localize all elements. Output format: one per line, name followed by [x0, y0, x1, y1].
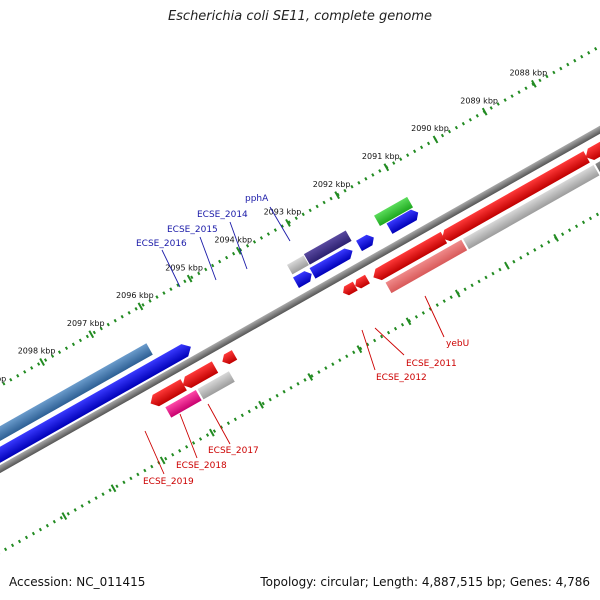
- major-tick: [553, 233, 559, 242]
- kbp-tick-label: 2088 kbp: [509, 68, 547, 77]
- kbp-tick-label: 2099 kbp: [0, 375, 6, 384]
- major-tick: [137, 302, 144, 311]
- label-ecse2019[interactable]: ECSE_2019: [143, 477, 194, 487]
- gene-purple-ecse2014[interactable]: [303, 230, 352, 265]
- gene-grey-ecse2018[interactable]: [197, 371, 235, 400]
- label-yebU[interactable]: yebU: [446, 339, 469, 349]
- gene-red-ecse2019[interactable]: [147, 379, 187, 409]
- inner-major-ticks: [61, 233, 559, 521]
- label-ecse2017[interactable]: ECSE_2017: [208, 446, 259, 456]
- major-tick: [432, 135, 439, 144]
- kbp-tick-label: 2096 kbp: [116, 291, 154, 300]
- major-tick: [481, 107, 488, 116]
- lower-leader-lines: [144, 295, 445, 475]
- upper-leader-lines: [161, 206, 291, 288]
- major-tick: [504, 261, 510, 270]
- gene-blue-pphA[interactable]: [386, 207, 422, 234]
- label-ecse2015[interactable]: ECSE_2015: [167, 225, 218, 235]
- kbp-tick-label: 2089 kbp: [460, 96, 498, 105]
- major-tick: [258, 400, 264, 409]
- label-pphA[interactable]: pphA: [245, 194, 269, 204]
- major-tick: [285, 218, 291, 227]
- major-tick: [531, 79, 537, 88]
- kbp-tick-label: 2094 kbp: [214, 235, 252, 244]
- gene-blue-long[interactable]: [0, 341, 194, 473]
- map-title: Escherichia coli SE11, complete genome: [167, 9, 433, 24]
- gene-red-ecse2018[interactable]: [180, 361, 219, 391]
- major-tick: [39, 358, 45, 367]
- gene-green-pphA[interactable]: [374, 196, 414, 227]
- gene-blue-small-2[interactable]: [356, 232, 377, 252]
- kbp-tick-label: 2097 kbp: [67, 319, 105, 328]
- gene-blue-ecse2015[interactable]: [309, 246, 356, 279]
- gene-steel-long[interactable]: [0, 343, 153, 456]
- gene-red-long[interactable]: [439, 151, 590, 244]
- label-ecse2014[interactable]: ECSE_2014: [197, 210, 248, 220]
- kbp-tick-label: 2095 kbp: [165, 263, 203, 272]
- gene-grey-ecse2016[interactable]: [287, 255, 309, 275]
- major-tick: [334, 191, 341, 200]
- genome-backbone: [0, 89, 600, 510]
- accession-text: Accession: NC_011415: [9, 575, 146, 589]
- label-ecse2016[interactable]: ECSE_2016: [136, 239, 187, 249]
- gene-red-small-2[interactable]: [353, 274, 370, 291]
- kbp-tick-label: 2098 kbp: [18, 347, 56, 356]
- major-tick: [235, 246, 242, 255]
- gene-blue-small-1[interactable]: [293, 269, 315, 288]
- gene-magenta[interactable]: [165, 389, 202, 418]
- major-tick: [383, 163, 390, 172]
- topology-summary: Topology: circular; Length: 4,887,515 bp…: [260, 575, 590, 589]
- major-tick: [209, 428, 215, 437]
- kbp-tick-labels: 2088 kbp 2089 kbp 2090 kbp 2091 kbp 2092 kbp…: [0, 68, 547, 383]
- gene-red-yebU[interactable]: [370, 231, 448, 283]
- gene-red-ecse2017[interactable]: [220, 350, 238, 366]
- major-tick: [61, 512, 68, 521]
- label-ecse2012[interactable]: ECSE_2012: [376, 373, 427, 383]
- major-tick: [88, 330, 95, 339]
- gene-red-small-1[interactable]: [341, 281, 358, 298]
- major-tick: [159, 456, 166, 465]
- label-ecse2018[interactable]: ECSE_2018: [176, 461, 227, 471]
- label-ecse2011[interactable]: ECSE_2011: [406, 359, 457, 369]
- major-tick: [405, 317, 412, 326]
- kbp-tick-label: 2090 kbp: [411, 124, 449, 133]
- outer-major-ticks: [39, 79, 537, 367]
- gene-grey-long[interactable]: [462, 164, 600, 250]
- kbp-tick-label: 2092 kbp: [313, 180, 351, 189]
- major-tick: [356, 345, 363, 354]
- major-tick: [186, 274, 193, 283]
- kbp-tick-label: 2093 kbp: [264, 208, 302, 217]
- gene-pink-yebU[interactable]: [385, 239, 468, 294]
- major-tick: [110, 484, 117, 493]
- kbp-tick-label: 2091 kbp: [362, 152, 400, 161]
- major-tick: [454, 289, 461, 298]
- major-tick: [307, 372, 314, 381]
